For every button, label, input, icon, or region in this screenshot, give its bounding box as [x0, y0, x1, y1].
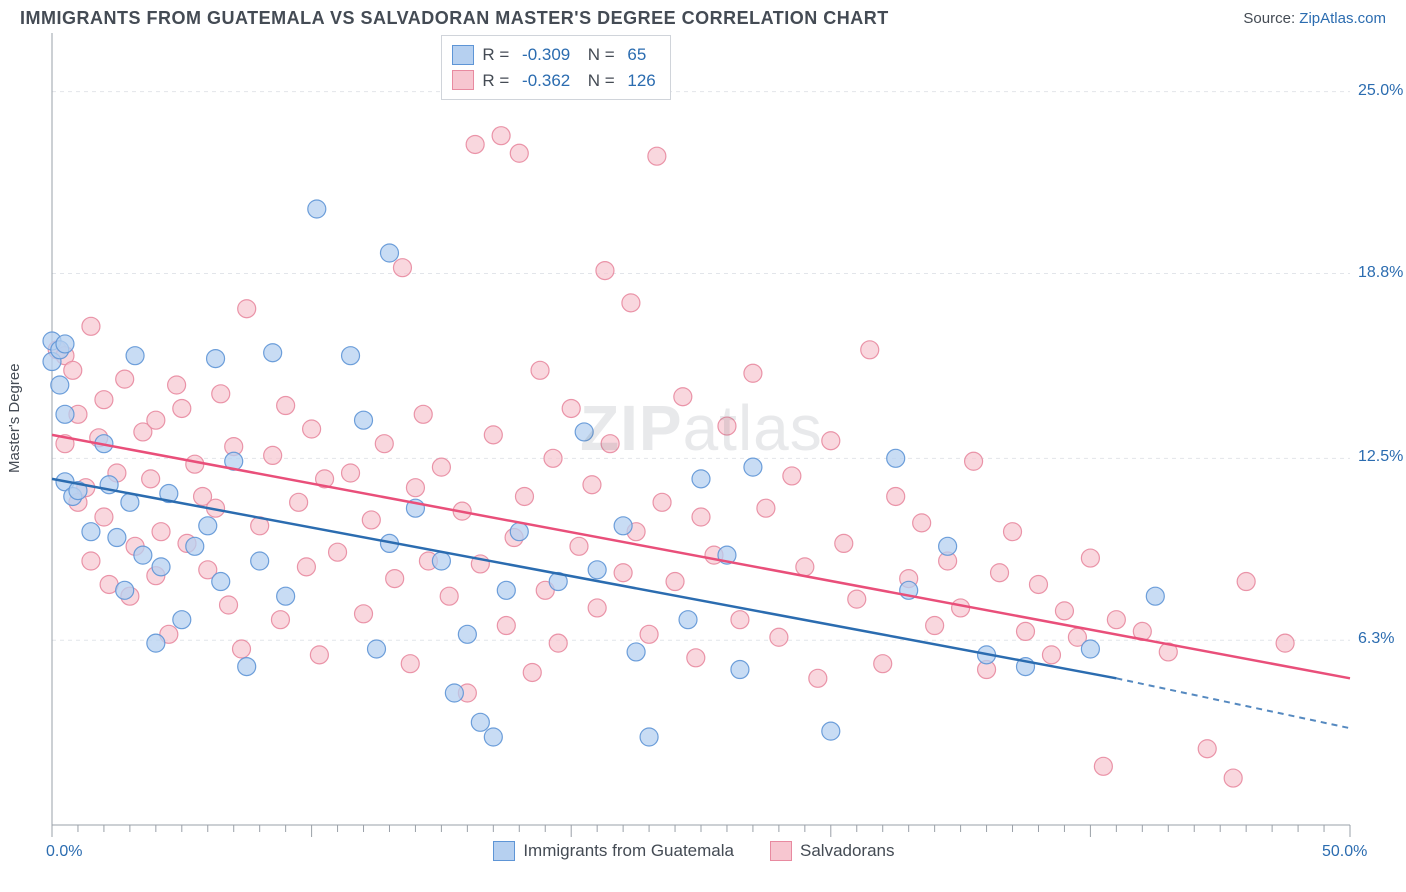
y-axis-label: Master's Degree [6, 363, 23, 473]
chart-header: IMMIGRANTS FROM GUATEMALA VS SALVADORAN … [0, 0, 1406, 33]
y-tick-label: 18.8% [1358, 264, 1403, 282]
stat-n-label: N = [578, 68, 619, 94]
legend-swatch-icon [493, 841, 515, 861]
source-name: ZipAtlas.com [1299, 10, 1386, 27]
bottom-legend: Immigrants from Guatemala Salvadorans [493, 841, 894, 861]
y-tick-label: 6.3% [1358, 630, 1394, 648]
legend-label: Salvadorans [800, 841, 895, 861]
chart-area: Master's Degree ZIPatlas R = -0.309 N = … [0, 33, 1406, 883]
legend-label: Immigrants from Guatemala [523, 841, 734, 861]
source-label: Source: [1243, 10, 1295, 27]
y-tick-label: 12.5% [1358, 448, 1403, 466]
legend-item-salvadorans: Salvadorans [770, 841, 895, 861]
scatter-plot [0, 33, 1406, 863]
x-tick-label: 50.0% [1322, 843, 1367, 861]
stat-r-value: -0.362 [522, 68, 570, 94]
correlation-stats-box: R = -0.309 N = 65R = -0.362 N = 126 [441, 35, 670, 100]
legend-swatch-icon [452, 45, 474, 65]
y-tick-label: 25.0% [1358, 82, 1403, 100]
x-tick-label: 0.0% [46, 843, 82, 861]
legend-item-guatemala: Immigrants from Guatemala [493, 841, 734, 861]
legend-swatch-icon [770, 841, 792, 861]
stat-n-label: N = [578, 42, 619, 68]
stats-row-salvadorans: R = -0.362 N = 126 [452, 68, 655, 94]
legend-swatch-icon [452, 70, 474, 90]
stat-r-label: R = [482, 42, 514, 68]
stat-r-label: R = [482, 68, 514, 94]
stat-n-value: 65 [627, 42, 646, 68]
stat-n-value: 126 [627, 68, 655, 94]
chart-title: IMMIGRANTS FROM GUATEMALA VS SALVADORAN … [20, 8, 889, 29]
stat-r-value: -0.309 [522, 42, 570, 68]
stats-row-guatemala: R = -0.309 N = 65 [452, 42, 655, 68]
source-attribution: Source: ZipAtlas.com [1243, 10, 1386, 27]
